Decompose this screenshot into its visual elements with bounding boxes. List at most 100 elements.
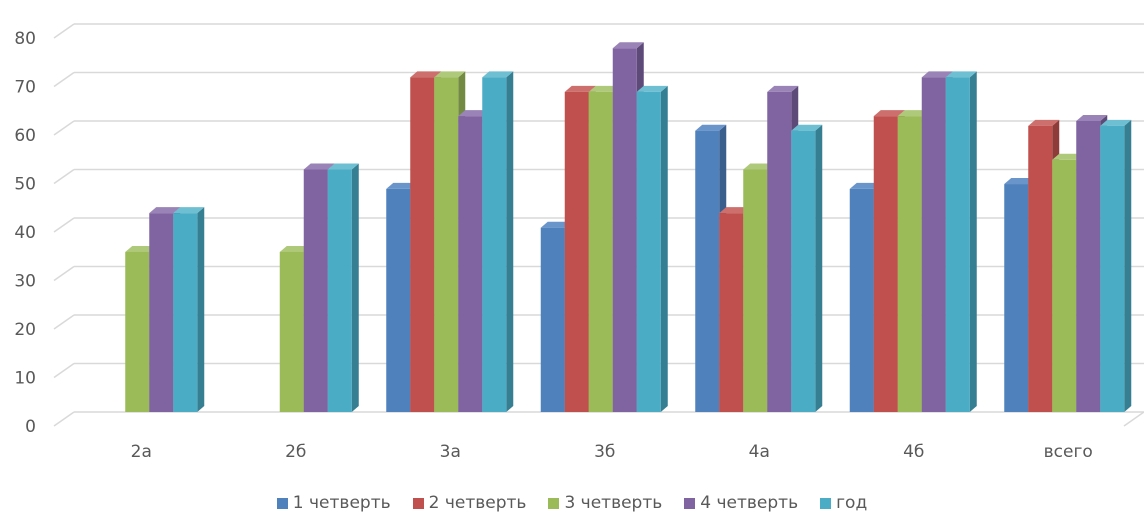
bar-front [540,227,565,412]
y-tick-label: 30 [14,272,36,292]
gridline-depth [53,120,75,136]
bar-top [945,71,977,78]
bar-top [1004,178,1036,185]
floor-edge [1123,411,1144,427]
bar-front [303,169,328,412]
bar-front [410,77,435,412]
bar-front [1100,125,1125,412]
bar-side [815,124,823,412]
bar-top [482,71,514,78]
bar-front [945,77,970,412]
bar-side [351,163,359,412]
legend-item: 3 четверть [548,493,662,513]
bar-front [1052,159,1077,412]
bar-side [969,71,977,412]
legend-swatch [820,497,832,509]
bar-top [612,42,644,49]
bar-front [1028,125,1053,412]
legend-item: год [820,493,867,513]
y-tick-label: 60 [14,126,36,146]
bar [540,221,572,412]
bar-front [149,213,174,412]
gridline-depth [53,362,75,379]
legend-item: 1 четверть [276,493,391,513]
bar-top [125,245,157,252]
bar-top [458,110,490,117]
bar-top [849,182,881,189]
x-axis: 2а 2б 3а 3б 4а 4б всего [131,442,1093,462]
bar [873,110,905,413]
bar-front [849,188,874,412]
y-tick-label: 50 [14,175,36,195]
bar [945,71,977,412]
legend: 1 четверть 2 четверть 3 четверть 4 четверть… [0,493,1144,513]
bar-top [873,110,905,117]
bar [791,124,823,412]
bar-top [303,163,335,170]
x-tick-label: 2а [131,442,152,462]
legend-item: 2 четверть [412,493,526,513]
bar-top [1076,115,1108,121]
bar-front [767,91,792,413]
x-tick-label: 4б [903,442,924,462]
y-tick-label: 70 [14,78,36,98]
y-tick-label: 20 [14,320,36,340]
gridline-depth [53,314,75,330]
y-tick-label: 40 [14,223,36,243]
bar-top [386,182,418,189]
bar-top [767,85,799,92]
bar-front [588,91,613,413]
bar [636,85,668,413]
gridline-depth [53,168,75,185]
bar-top [410,71,442,78]
bar [1100,119,1132,412]
bar-top [327,163,359,170]
y-tick-label: 10 [14,369,36,389]
legend-label: 4 четверть [700,493,799,513]
legend-swatch [548,497,560,509]
bar-front [921,77,946,412]
y-axis: 0 10 20 30 40 50 60 70 80 [14,29,36,437]
bar-top [540,221,572,228]
bar-top [173,207,205,214]
bars [125,42,1132,413]
bar-front [327,169,352,412]
y-tick-label: 0 [25,417,36,437]
bar-top [719,207,751,214]
bar-side [660,85,668,413]
bar-top [279,245,311,252]
bar-top [791,124,823,131]
legend-label: 3 четверть [564,493,663,513]
x-tick-label: 2б [285,442,306,462]
legend-label: год [836,493,868,513]
bar-front [125,251,150,412]
bar-front [1004,184,1029,412]
bar-top [1052,153,1084,160]
x-tick-label: 4а [749,442,770,462]
bar-top [1028,119,1060,126]
bar [327,163,359,412]
bar-front [897,116,922,413]
bar-front [743,169,768,412]
bar-top [1100,119,1132,126]
legend-swatch [276,497,288,509]
bar-front [386,188,411,412]
gridline-depth [53,71,75,88]
bar-front [612,48,637,412]
bar [482,71,514,412]
gridline-depth [53,411,75,427]
bar-front [719,213,744,412]
bar-top [695,124,727,131]
bar-front [458,116,483,413]
bar-top [636,85,668,92]
legend-swatch [412,497,424,509]
legend-swatch [684,497,696,509]
bar-front [564,91,589,413]
bar-top [921,71,953,78]
bar-side [197,207,205,412]
bar-top [897,110,929,117]
bar [173,207,205,412]
bar-top [434,71,466,78]
legend-label: 1 четверть [292,493,391,513]
bar-front [695,130,720,412]
